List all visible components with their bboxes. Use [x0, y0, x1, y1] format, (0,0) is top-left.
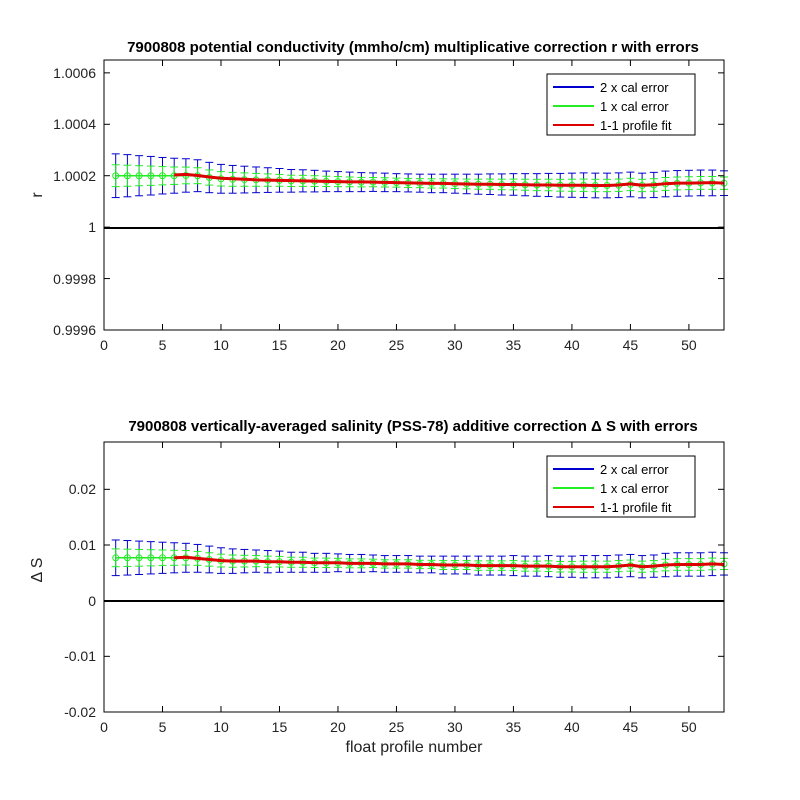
x-tick-label: 20 — [330, 337, 346, 353]
chart-ds-xticks: 0 5 10 15 20 25 30 35 40 45 50 — [100, 442, 697, 735]
chart-r-axes-frame — [103, 59, 725, 331]
x-tick-label: 35 — [506, 719, 522, 735]
x-tick-label: 25 — [389, 337, 405, 353]
chart-r: 7900808 potential conductivity (mmho/cm)… — [29, 39, 728, 353]
chart-ds-title: 7900808 vertically-averaged salinity (PS… — [128, 418, 697, 435]
chart-r-ytick-label: 1.0004 — [53, 116, 96, 132]
data-point — [112, 172, 120, 180]
chart-ds-ytick-label: 0.02 — [69, 481, 96, 497]
data-point — [147, 554, 155, 562]
chart-r-legend-box — [546, 73, 696, 136]
data-point — [158, 554, 166, 562]
chart-ds-legend-label-fit: 1-1 profile fit — [600, 500, 672, 515]
chart-r-ytick-label: 1 — [88, 219, 96, 235]
data-point — [123, 554, 131, 562]
x-tick-label: 20 — [330, 719, 346, 735]
chart-ds-ytick-label: -0.01 — [64, 648, 96, 664]
chart-r-ytick-label: 0.9996 — [53, 322, 96, 338]
chart-r-legend: 2 x cal error 1 x cal error 1-1 profile … — [546, 73, 696, 136]
x-tick-label: 0 — [100, 337, 108, 353]
x-tick-label: 30 — [447, 719, 463, 735]
data-point — [135, 554, 143, 562]
chart-r-ytick-label: 1.0006 — [53, 65, 96, 81]
chart-ds-ytick-label: -0.02 — [64, 704, 96, 720]
chart-r-ytick-marks — [104, 72, 724, 331]
chart-r-xticks: 0 5 10 15 20 25 30 35 40 45 50 — [100, 60, 697, 353]
chart-ds: 7900808 vertically-averaged salinity (PS… — [29, 418, 728, 756]
chart-r-title: 7900808 potential conductivity (mmho/cm)… — [127, 39, 699, 56]
x-tick-label: 30 — [447, 337, 463, 353]
chart-r-ylabel: r — [29, 192, 46, 198]
chart-ds-legend: 2 x cal error 1 x cal error 1-1 profile … — [546, 455, 696, 518]
x-tick-label: 25 — [389, 719, 405, 735]
x-tick-label: 50 — [681, 719, 697, 735]
chart-r-ytick-label: 0.9998 — [53, 271, 96, 287]
x-axis-label: float profile number — [346, 739, 484, 756]
chart-r-legend-label-fit: 1-1 profile fit — [600, 118, 672, 133]
chart-ds-ylabel: Δ S — [29, 558, 46, 583]
x-tick-label: 40 — [564, 337, 580, 353]
x-tick-label: 15 — [272, 337, 288, 353]
data-point — [158, 172, 166, 180]
x-tick-label: 10 — [213, 337, 229, 353]
chart-ds-yticks: -0.02 -0.01 0 0.01 0.02 — [64, 481, 96, 720]
data-point — [147, 172, 155, 180]
chart-r-yticks: 0.9996 0.9998 1 1.0002 1.0004 1.0006 — [53, 65, 96, 338]
data-point — [135, 172, 143, 180]
x-tick-label: 15 — [272, 719, 288, 735]
x-tick-label: 5 — [159, 337, 167, 353]
chart-ds-legend-label-1x: 1 x cal error — [600, 481, 669, 496]
x-tick-label: 45 — [623, 719, 639, 735]
chart-r-ytick-label: 1.0002 — [53, 168, 96, 184]
x-tick-label: 45 — [623, 337, 639, 353]
chart-ds-legend-label-2x: 2 x cal error — [600, 462, 669, 477]
x-tick-label: 10 — [213, 719, 229, 735]
x-tick-label: 5 — [159, 719, 167, 735]
chart-ds-ytick-marks — [104, 488, 724, 713]
chart-r-series-profile-fit — [174, 172, 725, 187]
chart-ds-ytick-label: 0 — [88, 593, 96, 609]
chart-ds-axes-frame — [103, 441, 725, 713]
x-tick-label: 50 — [681, 337, 697, 353]
x-tick-label: 0 — [100, 719, 108, 735]
chart-ds-series-profile-fit — [174, 555, 725, 569]
data-point — [112, 554, 120, 562]
x-tick-label: 35 — [506, 337, 522, 353]
chart-r-legend-label-2x: 2 x cal error — [600, 80, 669, 95]
chart-ds-ytick-label: 0.01 — [69, 537, 96, 553]
chart-r-legend-label-1x: 1 x cal error — [600, 99, 669, 114]
data-point — [123, 172, 131, 180]
x-tick-label: 40 — [564, 719, 580, 735]
